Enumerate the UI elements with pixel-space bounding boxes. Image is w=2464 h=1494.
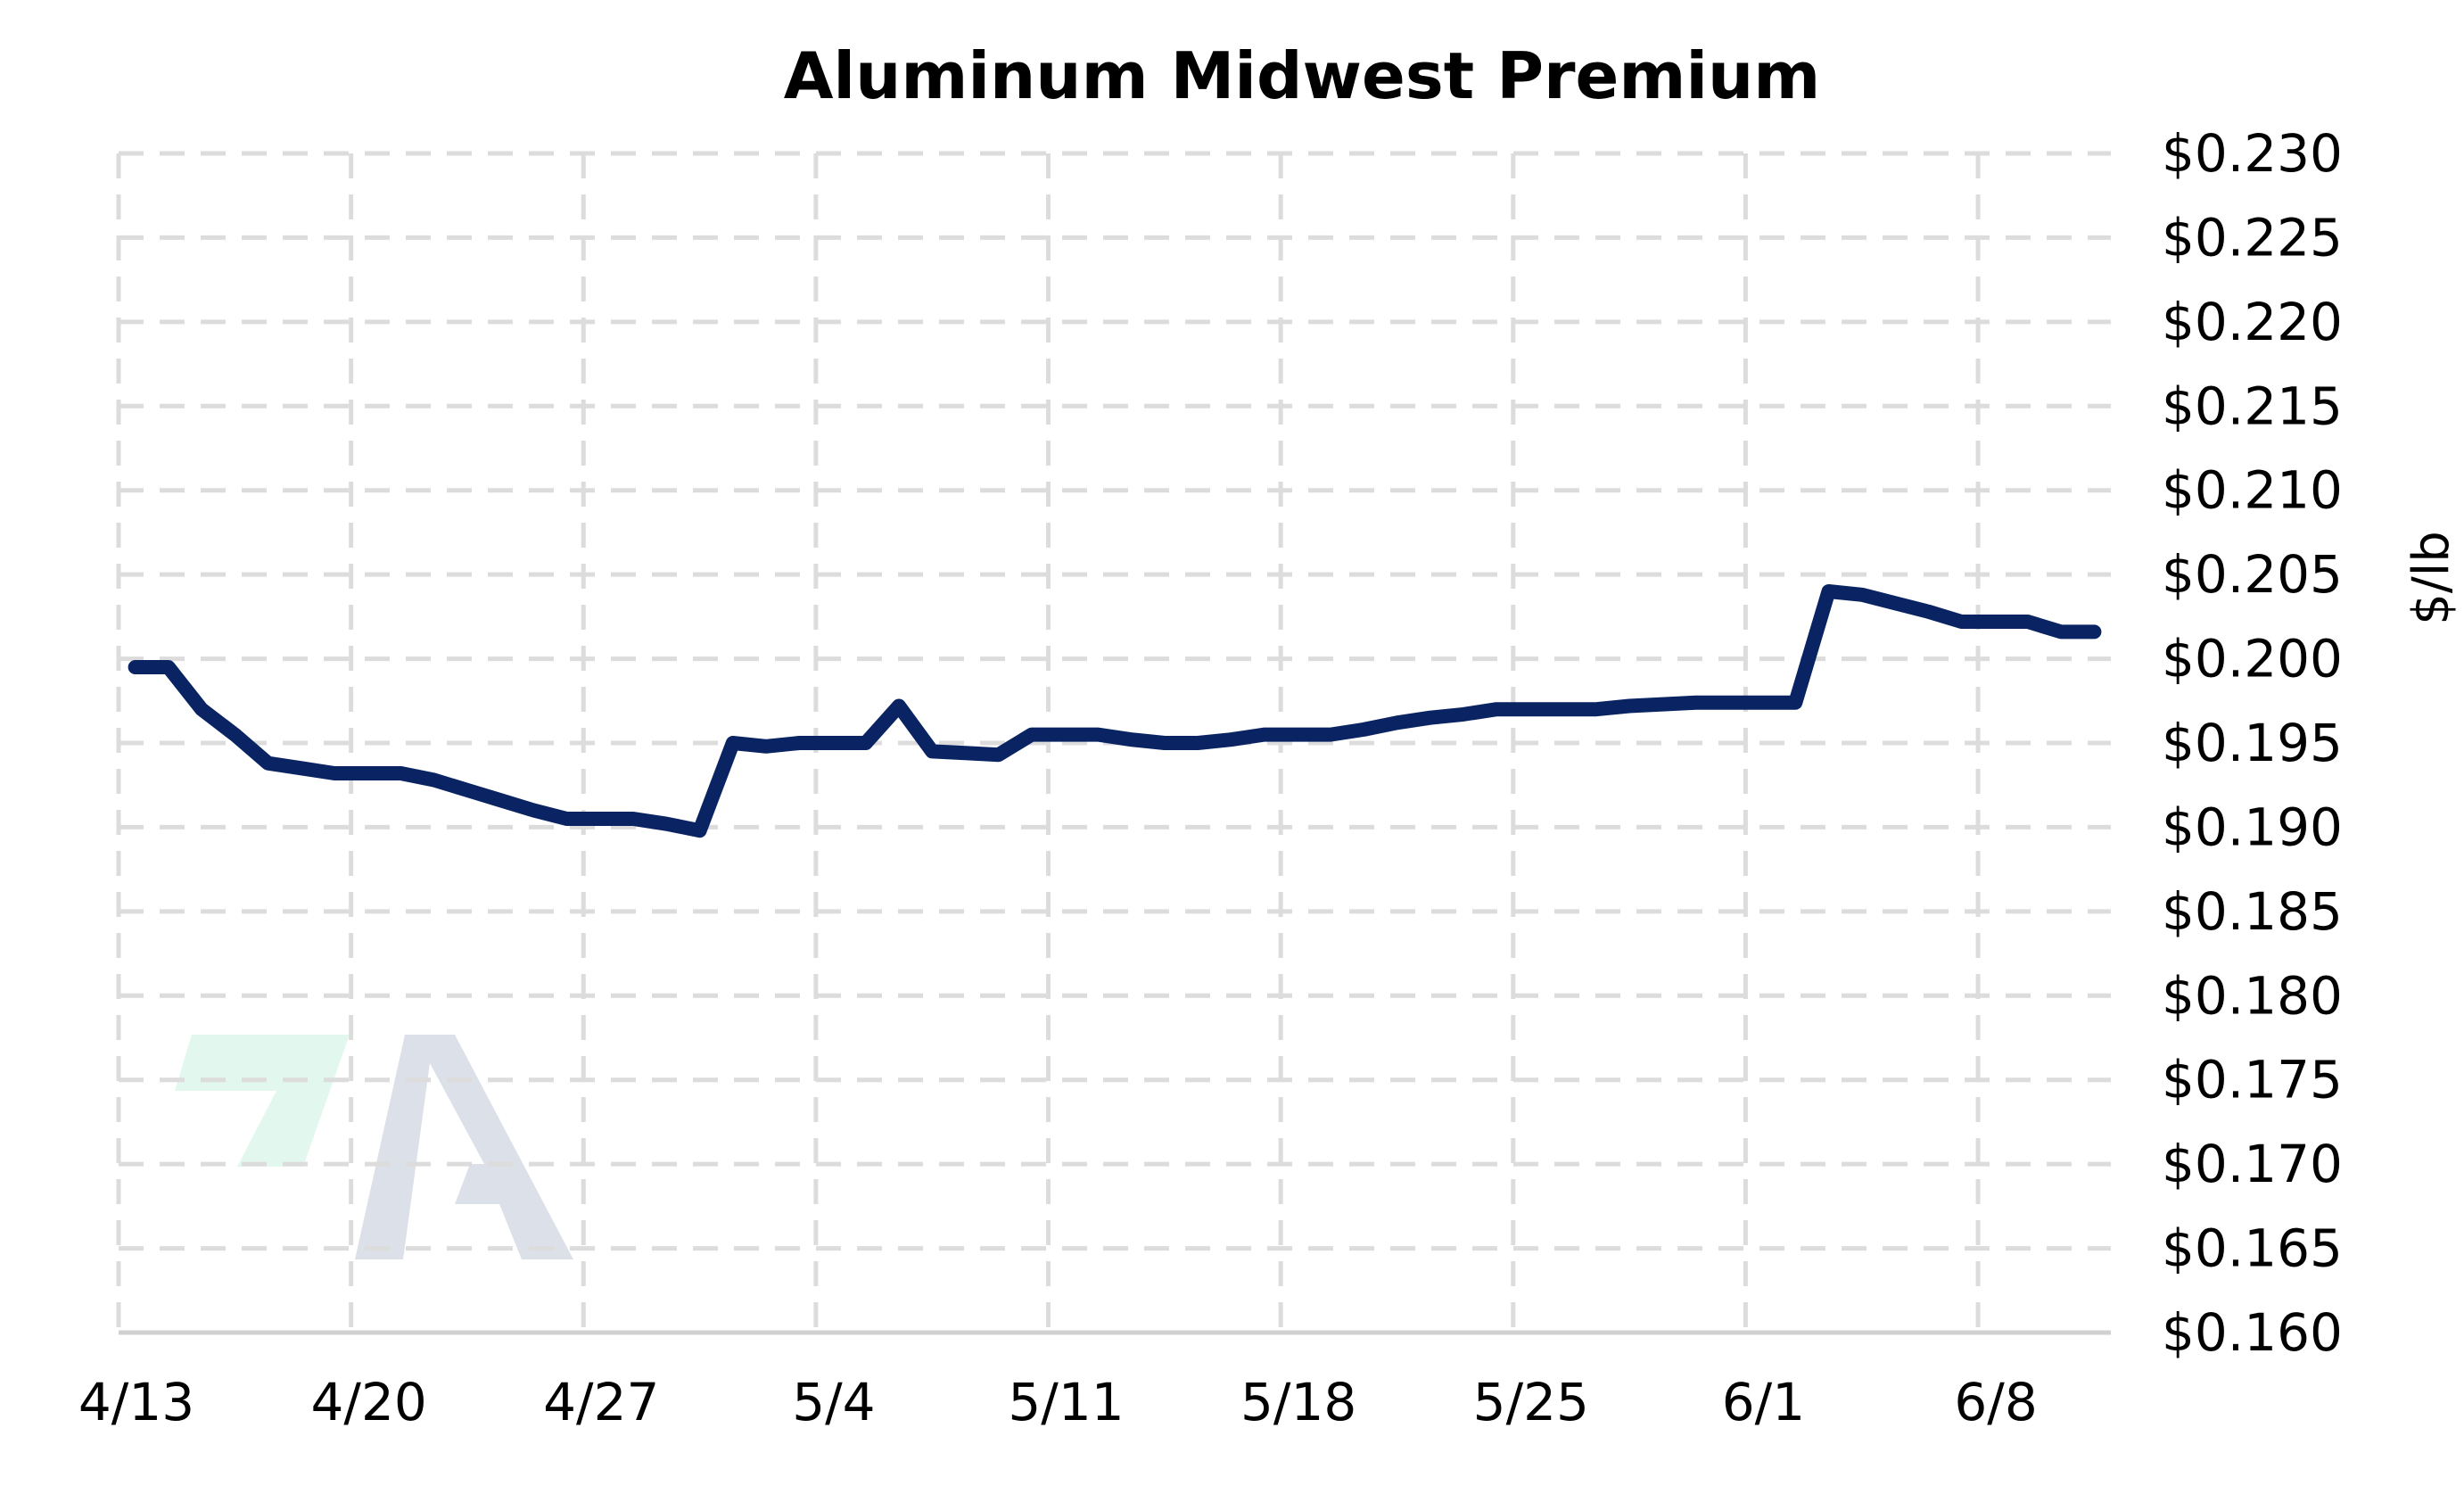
y-tick-label: $0.215: [2162, 376, 2343, 436]
y-tick-label: $0.160: [2162, 1302, 2343, 1363]
x-tick-label: 4/13: [78, 1372, 194, 1432]
y-tick-label: $0.195: [2162, 713, 2343, 773]
x-tick-label: 4/20: [311, 1372, 427, 1432]
y-tick-label: $0.230: [2162, 123, 2343, 184]
y-tick-label: $0.190: [2162, 797, 2343, 857]
y-tick-label: $0.220: [2162, 292, 2343, 352]
x-tick-label: 5/25: [1473, 1372, 1589, 1432]
grid: [116, 151, 2111, 1335]
x-tick-label: 5/18: [1240, 1372, 1356, 1432]
chart-title: Aluminum Midwest Premium: [784, 38, 1821, 113]
x-tick-label: 6/8: [1954, 1372, 2037, 1432]
watermark-logo-letter: [355, 1035, 573, 1259]
watermark-logo: [175, 1035, 573, 1259]
watermark-logo-mark: [175, 1035, 350, 1167]
y-tick-label: $0.210: [2162, 460, 2343, 521]
y-tick-label: $0.205: [2162, 544, 2343, 605]
series-layer: [128, 584, 2102, 838]
y-tick-label: $0.170: [2162, 1134, 2343, 1194]
y-tick-label: $0.175: [2162, 1050, 2343, 1110]
y-tick-label: $0.225: [2162, 207, 2343, 268]
x-tick-label: 5/11: [1008, 1372, 1124, 1432]
x-tick-label: 4/27: [543, 1372, 659, 1432]
x-tick-label: 6/1: [1722, 1372, 1805, 1432]
y-tick-label: $0.200: [2162, 629, 2343, 689]
x-tick-label: 5/4: [792, 1372, 875, 1432]
y-tick-label: $0.185: [2162, 881, 2343, 942]
series-line: [128, 584, 2102, 838]
y-tick-label: $0.180: [2162, 965, 2343, 1026]
y-axis-tick-labels: $0.230 $0.225 $0.220 $0.215 $0.210 $0.205 $0.2…: [2162, 123, 2343, 1363]
y-tick-label: $0.165: [2162, 1218, 2343, 1279]
y-axis-label: $/lb: [2402, 531, 2460, 625]
x-axis-tick-labels: 4/13 4/20 4/27 5/4 5/11 5/18 5/25 6/1 6/8: [78, 1372, 2038, 1432]
